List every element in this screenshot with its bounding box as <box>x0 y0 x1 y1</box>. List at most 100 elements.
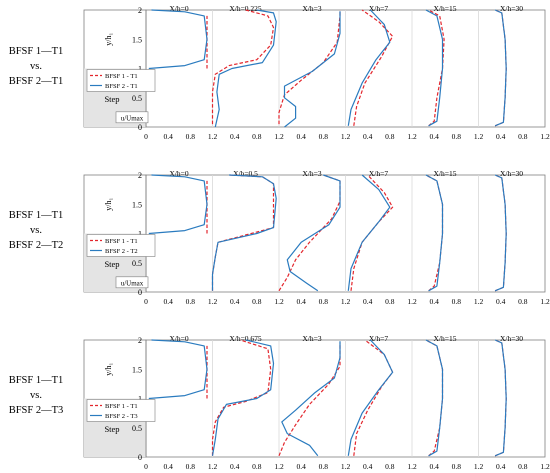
legend-label-series-2: BFSF 2 - T2 <box>105 248 138 255</box>
step-label: Step <box>104 259 119 269</box>
series-1-line <box>211 339 272 456</box>
y-axis-label: y/h₁ <box>104 198 113 211</box>
x-tick-label: 1.2 <box>208 297 218 306</box>
x-tick-label: 1.2 <box>407 132 417 141</box>
x-tick-label: 0.4 <box>363 462 373 471</box>
x-tick-label: 1.2 <box>341 132 351 141</box>
x-tick-label: 1.2 <box>407 462 417 471</box>
x-tick-label: 1.2 <box>274 297 284 306</box>
x-tick-label: 0.8 <box>252 297 262 306</box>
legend-label-series-1: BFSF 1 - T1 <box>105 403 138 410</box>
y-axis-label: y/h₁ <box>104 33 113 46</box>
y-tick-label: 0 <box>138 123 142 132</box>
series-2-line <box>425 339 444 457</box>
row-label-line: BFSF 1—T1 <box>8 375 64 386</box>
y-tick-label: 0.5 <box>132 424 142 433</box>
station-label: X/h=0 <box>169 334 188 343</box>
x-tick-label: 0.4 <box>496 132 506 141</box>
x-tick-label: 0.8 <box>452 132 462 141</box>
x-tick-label: 0 <box>144 132 148 141</box>
legend-box <box>86 69 156 92</box>
series-1-line <box>278 174 341 292</box>
series-1-line <box>428 9 445 127</box>
x-tick-label: 1.2 <box>474 297 484 306</box>
y-tick-label: 1 <box>138 65 142 74</box>
station-label: X/h=30 <box>500 169 523 178</box>
x-axis-label: u/Umax <box>121 279 144 287</box>
x-tick-label: 0 <box>144 297 148 306</box>
x-tick-label: 1.2 <box>208 462 218 471</box>
step-label: Step <box>104 424 119 434</box>
row-label-line: BFSF 1—T1 <box>8 210 64 221</box>
station-label: X/h=3 <box>302 169 321 178</box>
x-tick-label: 0.4 <box>496 462 506 471</box>
series-2-line <box>286 174 341 292</box>
series-2-line <box>494 174 507 292</box>
station-label: X/h=0.675 <box>229 334 262 343</box>
series-2-line <box>211 339 275 456</box>
station-label: X/h=0 <box>169 169 188 178</box>
series-2-line <box>148 339 208 400</box>
x-tick-label: 1.2 <box>474 462 484 471</box>
series-2-line <box>148 9 208 70</box>
y-tick-label: 1 <box>138 395 142 404</box>
x-tick-label: 1.2 <box>540 132 550 141</box>
legend-label-series-2: BFSF 2 - T1 <box>105 83 138 90</box>
y-tick-label: 0 <box>138 453 142 462</box>
x-tick-label: 0.4 <box>296 297 306 306</box>
station-label: X/h=30 <box>500 334 523 343</box>
y-tick-label: 0.5 <box>132 94 142 103</box>
series-2-line <box>425 174 444 292</box>
station-label: X/h=0 <box>169 4 188 13</box>
row-label-3: BFSF 1—T1 vs. BFSF 2—T3 <box>0 373 72 418</box>
y-tick-label: 0.5 <box>132 259 142 268</box>
row-label-line: vs. <box>30 225 42 236</box>
series-2-line <box>347 174 391 291</box>
row-label-2: BFSF 1—T1 vs. BFSF 2—T2 <box>0 208 72 253</box>
row-label-1: BFSF 1—T1 vs. BFSF 2—T1 <box>0 44 72 89</box>
x-tick-label: 0.8 <box>385 462 395 471</box>
x-axis-label-box <box>115 276 149 289</box>
legend-label-series-1: BFSF 1 - T1 <box>105 73 138 80</box>
x-tick-label: 0.4 <box>429 462 439 471</box>
series-2-line <box>281 341 341 457</box>
series-2-line <box>494 339 507 457</box>
series-2-line <box>494 9 507 127</box>
x-tick-label: 0.8 <box>252 132 262 141</box>
station-label: X/h=15 <box>434 4 457 13</box>
x-tick-label: 0.4 <box>296 462 306 471</box>
x-axis-label: u/Umax <box>121 114 144 122</box>
x-tick-label: 0.8 <box>319 297 329 306</box>
legend-box <box>86 234 156 257</box>
x-tick-label: 0.8 <box>186 132 196 141</box>
series-1-line <box>353 9 394 126</box>
series-2-line <box>148 174 208 235</box>
series-1-line <box>278 10 341 125</box>
x-tick-label: 0.8 <box>518 132 528 141</box>
x-tick-label: 1.2 <box>540 297 550 306</box>
x-tick-label: 0.8 <box>518 462 528 471</box>
series-2-line <box>214 9 277 128</box>
series-2-line <box>211 174 277 291</box>
y-axis-label: y/h₁ <box>104 363 113 376</box>
series-2-line <box>347 9 391 126</box>
series-2-line <box>347 339 394 456</box>
row-label-line: BFSF 2—T2 <box>8 240 64 251</box>
row-label-line: vs. <box>30 390 42 401</box>
x-tick-label: 0.8 <box>319 132 329 141</box>
y-tick-label: 0 <box>138 288 142 297</box>
station-label: X/h=15 <box>434 169 457 178</box>
row-label-line: vs. <box>30 61 42 72</box>
y-tick-label: 1.5 <box>132 365 142 374</box>
x-tick-label: 0 <box>144 462 148 471</box>
station-label: X/h=7 <box>369 334 388 343</box>
station-label: X/h=15 <box>434 334 457 343</box>
x-tick-label: 1.2 <box>540 462 550 471</box>
series-2-line <box>283 11 341 128</box>
station-label: X/h=0.5 <box>233 169 258 178</box>
series-2-line <box>425 9 444 127</box>
series-1-line <box>350 174 394 291</box>
x-tick-label: 1.2 <box>341 462 351 471</box>
station-label: X/h=30 <box>500 4 523 13</box>
